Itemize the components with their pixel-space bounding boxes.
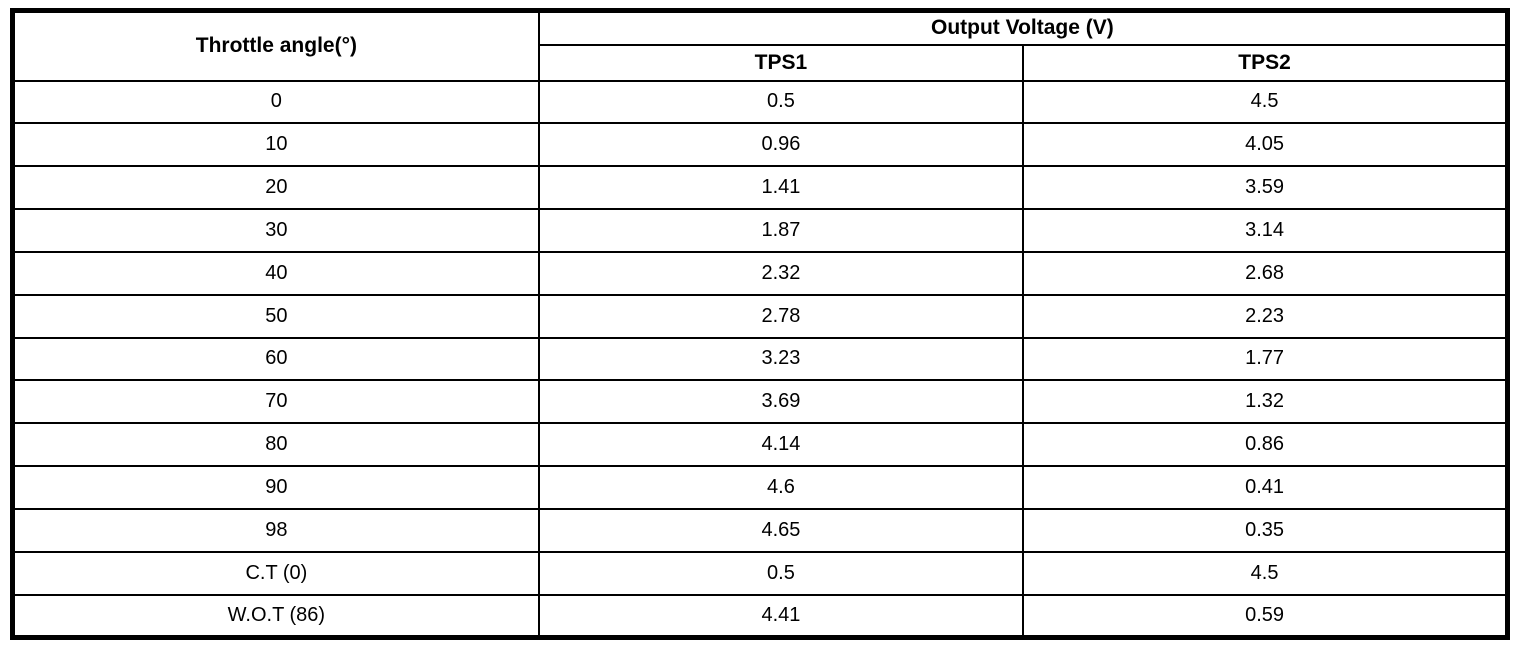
cell-tps2: 0.41 — [1022, 465, 1509, 510]
cell-tps1: 2.78 — [537, 293, 1025, 339]
cell-tps2: 4.5 — [1022, 79, 1509, 125]
table-row: 80 4.14 0.86 — [11, 422, 1509, 468]
table-row: 0 0.5 4.5 — [11, 79, 1509, 125]
cell-tps2: 3.59 — [1022, 165, 1509, 211]
cell-tps1: 2.32 — [537, 250, 1025, 296]
cell-angle: 70 — [11, 379, 540, 425]
cell-tps1: 4.6 — [537, 465, 1025, 510]
cell-tps2: 0.59 — [1022, 593, 1509, 639]
cell-angle: 98 — [11, 507, 540, 553]
column-header-throttle-angle: Throttle angle(°) — [11, 9, 540, 82]
table-row: W.O.T (86) 4.41 0.59 — [11, 593, 1509, 639]
table-row: 10 0.96 4.05 — [11, 122, 1509, 168]
column-header-tps2: TPS2 — [1022, 43, 1509, 82]
header-row-group: Throttle angle(°) Output Voltage (V) — [11, 9, 1509, 82]
cell-angle: C.T (0) — [11, 550, 540, 596]
cell-tps1: 0.5 — [537, 79, 1025, 125]
header-row-sub: TPS1 TPS2 — [13, 43, 1509, 82]
cell-angle: 80 — [11, 422, 540, 468]
cell-tps2: 3.14 — [1022, 208, 1509, 253]
cell-tps1: 3.69 — [537, 379, 1025, 425]
cell-tps1: 1.87 — [537, 208, 1025, 253]
cell-angle: W.O.T (86) — [11, 593, 540, 639]
cell-tps1: 0.5 — [537, 550, 1025, 596]
cell-tps2: 4.05 — [1022, 122, 1509, 168]
cell-tps1: 4.14 — [537, 422, 1025, 468]
cell-tps2: 2.23 — [1022, 293, 1509, 339]
table-row: 50 2.78 2.23 — [11, 293, 1509, 339]
cell-angle: 10 — [11, 122, 540, 168]
table-row: 90 4.6 0.41 — [11, 465, 1509, 510]
cell-tps2: 0.86 — [1022, 422, 1509, 468]
cell-tps2: 1.77 — [1022, 336, 1509, 382]
column-header-output-voltage: Output Voltage (V) — [537, 9, 1509, 46]
table-row: 98 4.65 0.35 — [11, 507, 1509, 553]
table-row: C.T (0) 0.5 4.5 — [11, 550, 1509, 596]
cell-tps2: 0.35 — [1022, 507, 1509, 553]
cell-tps2: 1.32 — [1022, 379, 1509, 425]
cell-tps1: 0.96 — [537, 122, 1025, 168]
cell-angle: 40 — [11, 250, 540, 296]
table-row: 70 3.69 1.32 — [11, 379, 1509, 425]
table-row: 60 3.23 1.77 — [11, 336, 1509, 382]
cell-tps1: 1.41 — [537, 165, 1025, 211]
cell-tps1: 3.23 — [537, 336, 1025, 382]
tps-output-voltage-table: Throttle angle(°) Output Voltage (V) TPS… — [10, 8, 1510, 640]
cell-angle: 60 — [11, 336, 540, 382]
cell-tps1: 4.41 — [537, 593, 1025, 639]
cell-angle: 50 — [11, 293, 540, 339]
cell-angle: 20 — [11, 165, 540, 211]
cell-tps1: 4.65 — [537, 507, 1025, 553]
table-row: 40 2.32 2.68 — [11, 250, 1509, 296]
cell-tps2: 4.5 — [1022, 550, 1509, 596]
cell-angle: 0 — [11, 79, 540, 125]
cell-angle: 90 — [11, 465, 540, 510]
table-row: 30 1.87 3.14 — [11, 208, 1509, 253]
table-row: 20 1.41 3.59 — [11, 165, 1509, 211]
cell-angle: 30 — [11, 208, 540, 253]
column-header-tps1: TPS1 — [537, 43, 1025, 82]
cell-tps2: 2.68 — [1022, 250, 1509, 296]
